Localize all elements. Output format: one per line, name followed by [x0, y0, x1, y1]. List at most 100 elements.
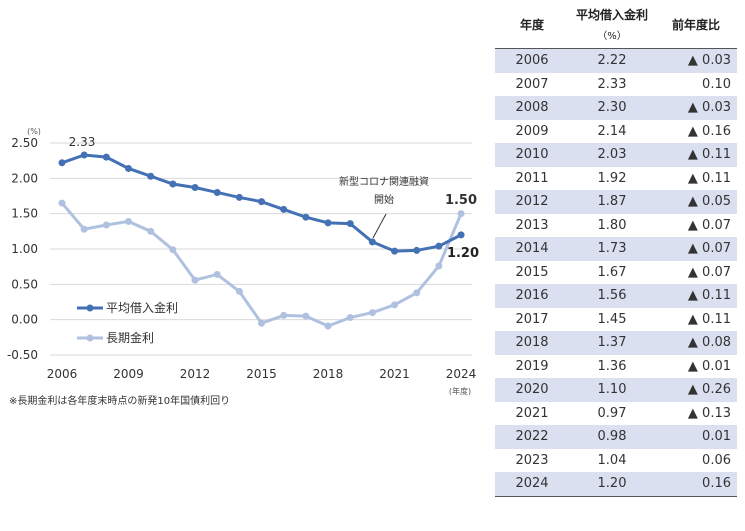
table-header-row: 年度 平均借入金利 （%） 前年度比	[495, 0, 737, 49]
cell-diff: ▲ 0.05	[655, 190, 737, 214]
data-point	[191, 276, 199, 284]
legend-marker	[86, 304, 94, 312]
cell-year: 2017	[515, 311, 549, 327]
data-point	[391, 301, 399, 309]
cell-year: 2009	[515, 123, 549, 139]
cell-diff: ▲ 0.01	[687, 358, 731, 374]
data-point	[169, 246, 177, 254]
data-point	[125, 217, 133, 225]
annotation-long-rate: 1.50	[445, 193, 477, 208]
data-point	[413, 246, 421, 254]
table-row: 2016 1.56 ▲ 0.11	[495, 284, 737, 308]
table-row: 2007 2.33 0.10	[495, 73, 737, 97]
y-tick-label: 1.50	[11, 207, 38, 221]
cell-rate: 1.87	[569, 190, 655, 214]
data-point	[191, 184, 199, 192]
cell-diff: ▲ 0.07	[687, 217, 731, 233]
data-point	[391, 247, 399, 255]
cell-year: 2006	[495, 48, 569, 73]
cell-rate: 2.33	[597, 76, 627, 92]
table-row: 2019 1.36 ▲ 0.01	[495, 355, 737, 379]
cell-rate: 0.97	[597, 405, 627, 421]
data-point	[324, 219, 332, 227]
table-row: 2006 2.22 ▲ 0.03	[495, 48, 737, 73]
cell-rate: 1.80	[597, 217, 627, 233]
cell-year: 2023	[515, 452, 549, 468]
cell-diff: ▲ 0.07	[687, 264, 731, 280]
cell-rate: 2.22	[569, 48, 655, 73]
data-point	[280, 311, 288, 319]
data-point	[213, 188, 221, 196]
cell-year: 2013	[515, 217, 549, 233]
data-point	[457, 231, 465, 239]
x-tick-label: 2006	[47, 367, 78, 381]
cell-year: 2021	[515, 405, 549, 421]
cell-year: 2020	[495, 378, 569, 402]
cell-rate: 1.56	[569, 284, 655, 308]
table-row: 2022 0.98 0.01	[495, 425, 737, 449]
cell-diff: 0.10	[702, 76, 731, 92]
cell-diff: ▲ 0.03	[655, 48, 737, 73]
table-row: 2011 1.92 ▲ 0.11	[495, 167, 737, 191]
data-point	[302, 312, 310, 320]
cell-rate: 2.14	[597, 123, 627, 139]
cell-year: 2016	[495, 284, 569, 308]
cell-diff: ▲ 0.26	[655, 378, 737, 402]
cell-diff: ▲ 0.08	[655, 331, 737, 355]
cell-year: 2010	[495, 143, 569, 167]
cell-rate: 1.45	[597, 311, 627, 327]
header-rate: 平均借入金利 （%）	[569, 0, 655, 49]
y-tick-label: 2.50	[11, 136, 38, 150]
legend-marker	[86, 334, 94, 342]
data-point	[324, 322, 332, 330]
data-point	[80, 225, 88, 233]
cell-year: 2012	[495, 190, 569, 214]
table-row: 2024 1.20 0.16	[495, 472, 737, 497]
data-point	[102, 221, 110, 229]
data-point	[457, 210, 465, 218]
table-row: 2017 1.45 ▲ 0.11	[495, 308, 737, 332]
cell-diff: 0.16	[655, 472, 737, 497]
x-tick-label: 2015	[246, 367, 277, 381]
cell-diff: ▲ 0.11	[655, 143, 737, 167]
annotation-pointer	[372, 213, 387, 239]
cell-rate: 1.67	[597, 264, 627, 280]
y-unit-label: (%)	[27, 127, 41, 136]
cell-rate: 1.73	[569, 237, 655, 261]
cell-rate: 1.20	[569, 472, 655, 497]
data-point	[125, 164, 133, 172]
data-point	[147, 227, 155, 235]
legend-label: 平均借入金利	[106, 300, 178, 315]
table-row: 2014 1.73 ▲ 0.07	[495, 237, 737, 261]
table-row: 2010 2.03 ▲ 0.11	[495, 143, 737, 167]
table-row: 2020 1.10 ▲ 0.26	[495, 378, 737, 402]
table-row: 2012 1.87 ▲ 0.05	[495, 190, 737, 214]
data-point	[235, 287, 243, 295]
annotation-avg-rate: 1.20	[447, 246, 479, 261]
data-point	[235, 193, 243, 201]
y-tick-label: 0.50	[11, 277, 38, 291]
data-point	[435, 262, 443, 270]
cell-diff: ▲ 0.11	[687, 311, 731, 327]
cell-rate: 0.98	[569, 425, 655, 449]
y-tick-label: -0.50	[7, 348, 38, 362]
y-tick-label: 2.00	[11, 171, 38, 185]
cell-year: 2024	[495, 472, 569, 497]
data-point	[213, 270, 221, 278]
cell-rate: 1.10	[569, 378, 655, 402]
cell-year: 2008	[495, 96, 569, 120]
cell-diff: ▲ 0.07	[655, 237, 737, 261]
legend-label: 長期金利	[106, 330, 154, 345]
x-tick-label: 2018	[313, 367, 344, 381]
data-point	[368, 309, 376, 317]
x-tick-label: 2012	[180, 367, 211, 381]
cell-year: 2011	[515, 170, 549, 186]
annotation-covid-2: 開始	[374, 193, 394, 206]
cell-diff: ▲ 0.16	[687, 123, 731, 139]
y-tick-label: 1.00	[11, 242, 38, 256]
data-point	[368, 238, 376, 246]
header-year: 年度	[495, 0, 569, 49]
data-point	[435, 242, 443, 250]
data-point	[346, 314, 354, 322]
cell-diff: ▲ 0.13	[687, 405, 731, 421]
